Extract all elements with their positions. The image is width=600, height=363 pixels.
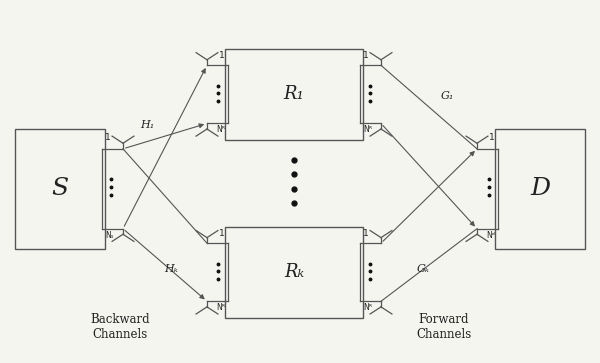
Text: S: S — [52, 177, 68, 200]
Text: Rₖ: Rₖ — [284, 263, 304, 281]
Text: 1: 1 — [489, 132, 495, 142]
Text: 1: 1 — [363, 229, 369, 238]
FancyBboxPatch shape — [225, 49, 363, 140]
Text: Nₛ: Nₛ — [105, 231, 113, 240]
Text: Nᴿ: Nᴿ — [363, 125, 372, 134]
FancyBboxPatch shape — [15, 129, 105, 249]
FancyBboxPatch shape — [225, 227, 363, 318]
Text: 1: 1 — [363, 51, 369, 60]
Text: D: D — [530, 177, 550, 200]
FancyBboxPatch shape — [495, 129, 585, 249]
Text: Nᴿ: Nᴿ — [216, 125, 225, 134]
Text: Nᴿ: Nᴿ — [363, 303, 372, 312]
Text: G₁: G₁ — [440, 91, 454, 101]
Text: 1: 1 — [219, 51, 225, 60]
Text: Hₖ: Hₖ — [164, 264, 178, 274]
Text: Gₖ: Gₖ — [416, 264, 430, 274]
Text: R₁: R₁ — [284, 85, 304, 103]
Text: Backward
Channels: Backward Channels — [90, 313, 150, 341]
Text: Forward
Channels: Forward Channels — [416, 313, 472, 341]
Text: 1: 1 — [219, 229, 225, 238]
Text: Nᴿ: Nᴿ — [216, 303, 225, 312]
Text: Nᵈ: Nᵈ — [486, 231, 495, 240]
Text: H₁: H₁ — [140, 120, 154, 130]
Text: 1: 1 — [105, 132, 111, 142]
